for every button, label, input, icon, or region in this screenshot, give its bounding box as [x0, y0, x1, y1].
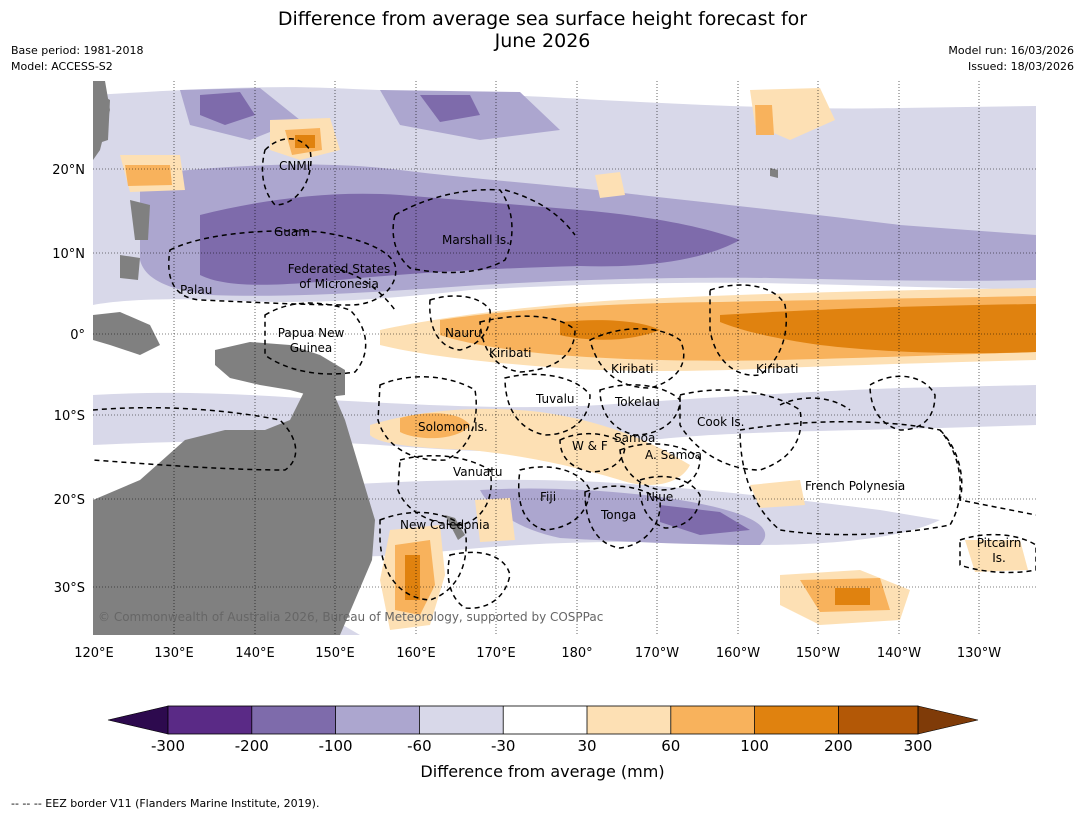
colorbar-segment [670, 706, 755, 734]
label-niue: Niue [646, 490, 673, 504]
title-line-1: Difference from average sea surface heig… [277, 8, 808, 30]
colorbar-segment [838, 706, 918, 734]
colorbar-segment [419, 706, 504, 734]
label-vanuatu: Vanuatu [453, 465, 503, 479]
title-line-2: June 2026 [494, 30, 591, 52]
label-cook: Cook Is. [697, 415, 744, 429]
base-period: Base period: 1981-2018 [11, 44, 144, 57]
lat-tick: 20°N [52, 163, 85, 178]
lon-tick-labels: 120°E 130°E 140°E 150°E 160°E 170°E 180°… [74, 646, 1001, 661]
colorbar-segment [251, 706, 336, 734]
label-png-1: Papua New [278, 326, 345, 340]
map-title: Difference from average sea surface heig… [0, 8, 1085, 52]
label-fsm-2: of Micronesia [299, 277, 379, 291]
lon-tick: 140°E [235, 646, 275, 661]
colorbar-segment [587, 706, 671, 734]
lon-tick: 130°E [154, 646, 194, 661]
label-kiribati-east: Kiribati [756, 362, 798, 376]
label-pitcairn-1: Pitcairn [977, 536, 1022, 550]
colorbar-extend-high [917, 705, 979, 735]
colorbar-frame [167, 705, 919, 735]
colorbar-tick: -60 [407, 737, 432, 755]
colorbar-tick: -300 [151, 737, 185, 755]
lat-tick: 0° [70, 328, 85, 343]
lon-tick: 160°W [716, 646, 760, 661]
colorbar-tick-labels: -300 -200 -100 -60 -30 30 60 100 200 300 [151, 737, 932, 755]
lon-tick: 170°E [476, 646, 516, 661]
colorbar-tick: -100 [319, 737, 353, 755]
label-tuvalu: Tuvalu [535, 392, 575, 406]
lon-tick: 140°W [877, 646, 921, 661]
label-new-caledonia: New Caledonia [400, 518, 490, 532]
issued-date: Issued: 18/03/2026 [967, 60, 1074, 73]
meta-right: Model run: 16/03/2026 Issued: 18/03/2026 [948, 43, 1074, 75]
label-palau: Palau [180, 283, 212, 297]
lon-tick: 160°E [396, 646, 436, 661]
model-name: Model: ACCESS-S2 [11, 60, 113, 73]
label-solomon: Solomon Is. [418, 420, 488, 434]
colorbar-tick: 100 [740, 737, 769, 755]
colorbar-tick: -30 [491, 737, 516, 755]
colorbar-tick: -200 [235, 737, 269, 755]
label-french-polynesia: French Polynesia [805, 479, 905, 493]
label-fiji: Fiji [540, 490, 556, 504]
lon-tick: 150°E [315, 646, 355, 661]
lon-tick: 180° [561, 646, 592, 661]
colorbar-dividers [251, 706, 839, 734]
colorbar-tick: 200 [824, 737, 853, 755]
label-tonga: Tonga [600, 508, 636, 522]
label-pitcairn-2: Is. [992, 551, 1006, 565]
colorbar-segment [335, 706, 420, 734]
eez-footnote: -- -- -- EEZ border V11 (Flanders Marine… [11, 797, 320, 810]
label-samoa: Samoa [614, 431, 655, 445]
colorbar-tick: 60 [661, 737, 680, 755]
lon-tick: 130°W [957, 646, 1001, 661]
label-nauru: Nauru [445, 326, 481, 340]
place-labels: CNMI Guam Marshall Is. Federated States … [180, 159, 1021, 565]
lat-tick: 20°S [54, 493, 85, 508]
gridlines [93, 81, 1036, 635]
copyright-notice: © Commonwealth of Australia 2026, Bureau… [98, 610, 603, 624]
colorbar-label: Difference from average (mm) [420, 762, 665, 781]
lon-tick: 150°W [796, 646, 840, 661]
colorbar-segment [168, 706, 252, 734]
lon-tick: 120°E [74, 646, 114, 661]
colorbar-segment [754, 706, 839, 734]
label-guam: Guam [274, 225, 310, 239]
lat-tick: 10°S [54, 409, 85, 424]
lon-tick: 170°W [635, 646, 679, 661]
label-marshall: Marshall Is. [442, 233, 510, 247]
label-wallis-futuna: W & F [572, 439, 608, 453]
lat-tick: 30°S [54, 581, 85, 596]
label-tokelau: Tokelau [614, 395, 660, 409]
map-plot-area [93, 81, 1036, 635]
meta-left: Base period: 1981-2018 Model: ACCESS-S2 [11, 43, 143, 75]
colorbar-extend-low [107, 705, 169, 735]
label-kiribati-central: Kiribati [611, 362, 653, 376]
label-american-samoa: A. Samoa [645, 448, 702, 462]
label-png-2: Guinea [290, 341, 333, 355]
colorbar-tick: 30 [577, 737, 596, 755]
land [93, 81, 778, 635]
colorbar-tick: 300 [904, 737, 933, 755]
colorbar-segment [503, 706, 587, 734]
anomaly-pos100 [295, 135, 1036, 605]
colorbar: -300 -200 -100 -60 -30 30 60 100 200 300 [107, 705, 979, 755]
lat-tick: 10°N [52, 247, 85, 262]
label-kiribati-west: Kiribati [489, 346, 531, 360]
label-cnmi: CNMI [279, 159, 310, 173]
lat-tick-labels: 20°N 10°N 0° 10°S 20°S 30°S [52, 163, 85, 596]
label-fsm-1: Federated States [288, 262, 390, 276]
model-run: Model run: 16/03/2026 [948, 44, 1074, 57]
